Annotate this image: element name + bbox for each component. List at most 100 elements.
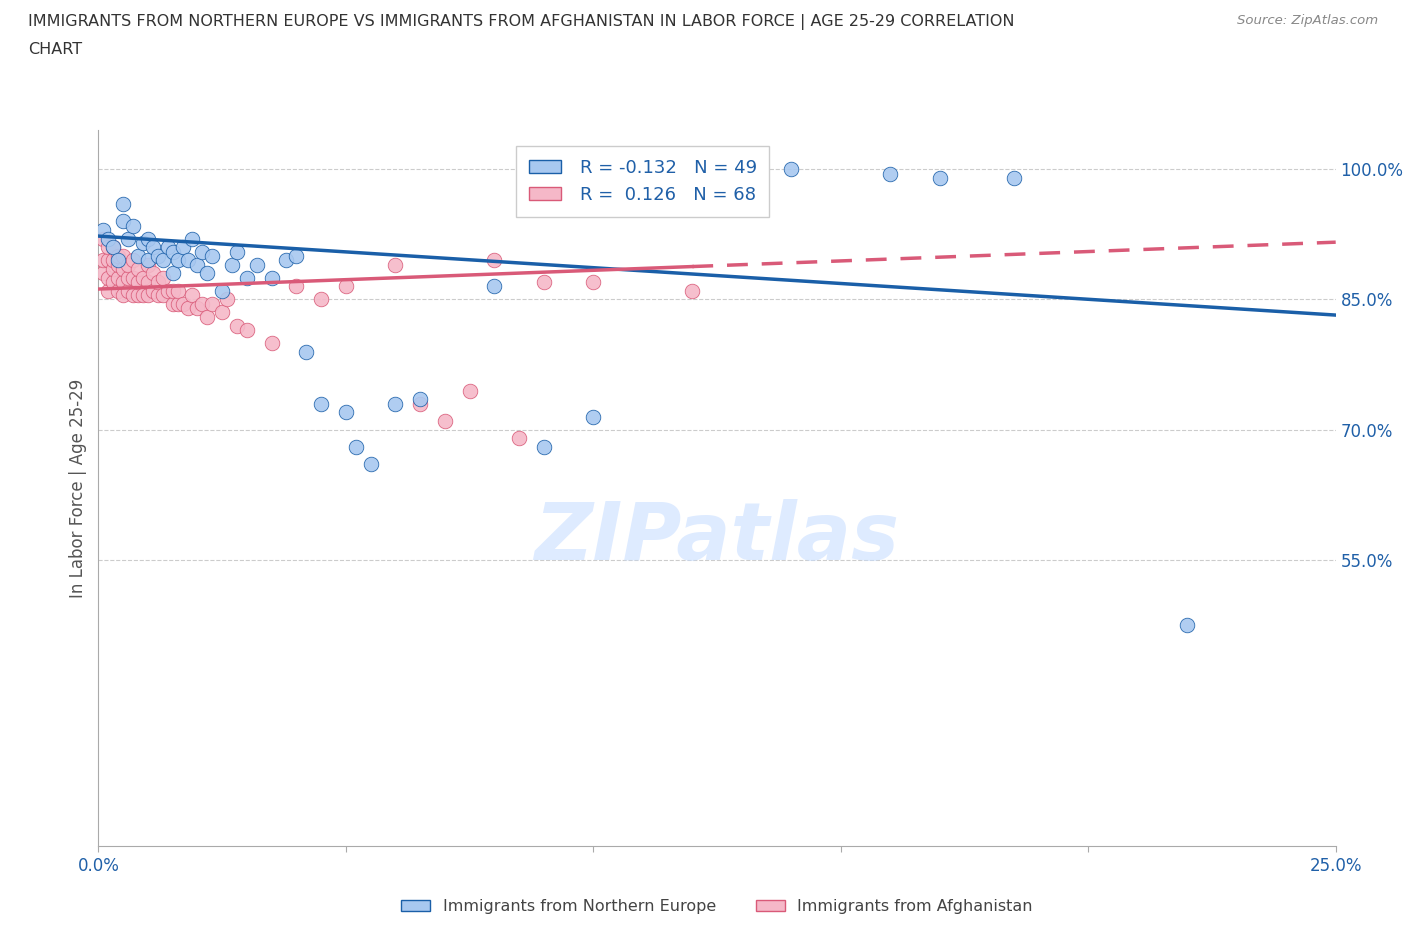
Point: [122, 287, 145, 302]
Point: [484, 253, 506, 268]
Point: [152, 287, 174, 302]
Point: [166, 253, 188, 268]
Point: [162, 284, 184, 299]
Point: [181, 232, 204, 246]
Point: [93, 232, 115, 246]
Point: [97, 232, 120, 246]
Point: [309, 396, 332, 411]
Point: [276, 253, 298, 268]
Point: [132, 271, 155, 286]
Point: [533, 274, 555, 289]
Point: [226, 318, 249, 333]
Point: [146, 248, 169, 263]
Point: [136, 258, 159, 272]
Point: [156, 284, 179, 299]
Point: [191, 297, 214, 312]
Point: [136, 253, 159, 268]
Point: [409, 392, 432, 406]
Point: [384, 396, 406, 411]
Point: [152, 271, 174, 286]
Point: [176, 300, 198, 315]
Text: ZIPatlas: ZIPatlas: [534, 499, 900, 578]
Point: [93, 253, 115, 268]
Point: [97, 284, 120, 299]
Point: [246, 258, 269, 272]
Point: [186, 300, 208, 315]
Point: [152, 253, 174, 268]
Point: [97, 271, 120, 286]
Point: [508, 431, 530, 445]
Point: [172, 297, 194, 312]
Point: [195, 310, 218, 325]
Point: [162, 245, 184, 259]
Point: [195, 266, 218, 281]
Point: [136, 287, 159, 302]
Point: [107, 258, 129, 272]
Point: [127, 261, 149, 276]
Point: [1002, 170, 1025, 185]
Point: [117, 284, 139, 299]
Point: [122, 219, 145, 233]
Point: [127, 287, 149, 302]
Point: [181, 287, 204, 302]
Point: [176, 253, 198, 268]
Point: [93, 222, 115, 237]
Point: [156, 240, 179, 255]
Point: [162, 297, 184, 312]
Point: [93, 266, 115, 281]
Point: [97, 240, 120, 255]
Text: IMMIGRANTS FROM NORTHERN EUROPE VS IMMIGRANTS FROM AFGHANISTAN IN LABOR FORCE | : IMMIGRANTS FROM NORTHERN EUROPE VS IMMIG…: [28, 14, 1015, 30]
Point: [221, 258, 243, 272]
Point: [112, 287, 135, 302]
Point: [127, 274, 149, 289]
Point: [132, 287, 155, 302]
Point: [107, 284, 129, 299]
Point: [97, 253, 120, 268]
Point: [928, 170, 950, 185]
Point: [226, 245, 249, 259]
Point: [132, 235, 155, 250]
Point: [201, 297, 224, 312]
Point: [1175, 618, 1198, 632]
Point: [879, 166, 901, 181]
Legend: Immigrants from Northern Europe, Immigrants from Afghanistan: Immigrants from Northern Europe, Immigra…: [395, 893, 1039, 921]
Point: [260, 336, 283, 351]
Point: [344, 440, 367, 455]
Point: [681, 284, 703, 299]
Point: [186, 258, 208, 272]
Point: [117, 271, 139, 286]
Point: [458, 383, 481, 398]
Point: [295, 344, 318, 359]
Point: [217, 292, 239, 307]
Point: [117, 258, 139, 272]
Point: [533, 440, 555, 455]
Point: [166, 284, 188, 299]
Point: [162, 266, 184, 281]
Point: [285, 248, 308, 263]
Point: [142, 284, 165, 299]
Y-axis label: In Labor Force | Age 25-29: In Labor Force | Age 25-29: [69, 379, 87, 598]
Point: [260, 271, 283, 286]
Point: [112, 248, 135, 263]
Point: [146, 274, 169, 289]
Point: [484, 279, 506, 294]
Text: CHART: CHART: [28, 42, 82, 57]
Point: [166, 297, 188, 312]
Point: [107, 253, 129, 268]
Point: [309, 292, 332, 307]
Point: [112, 214, 135, 229]
Point: [136, 232, 159, 246]
Point: [236, 323, 259, 338]
Point: [360, 457, 382, 472]
Point: [122, 253, 145, 268]
Text: Source: ZipAtlas.com: Source: ZipAtlas.com: [1237, 14, 1378, 27]
Point: [335, 279, 357, 294]
Point: [112, 196, 135, 211]
Point: [582, 409, 605, 424]
Point: [582, 274, 605, 289]
Point: [136, 274, 159, 289]
Point: [107, 271, 129, 286]
Point: [384, 258, 406, 272]
Point: [103, 261, 125, 276]
Point: [433, 414, 456, 429]
